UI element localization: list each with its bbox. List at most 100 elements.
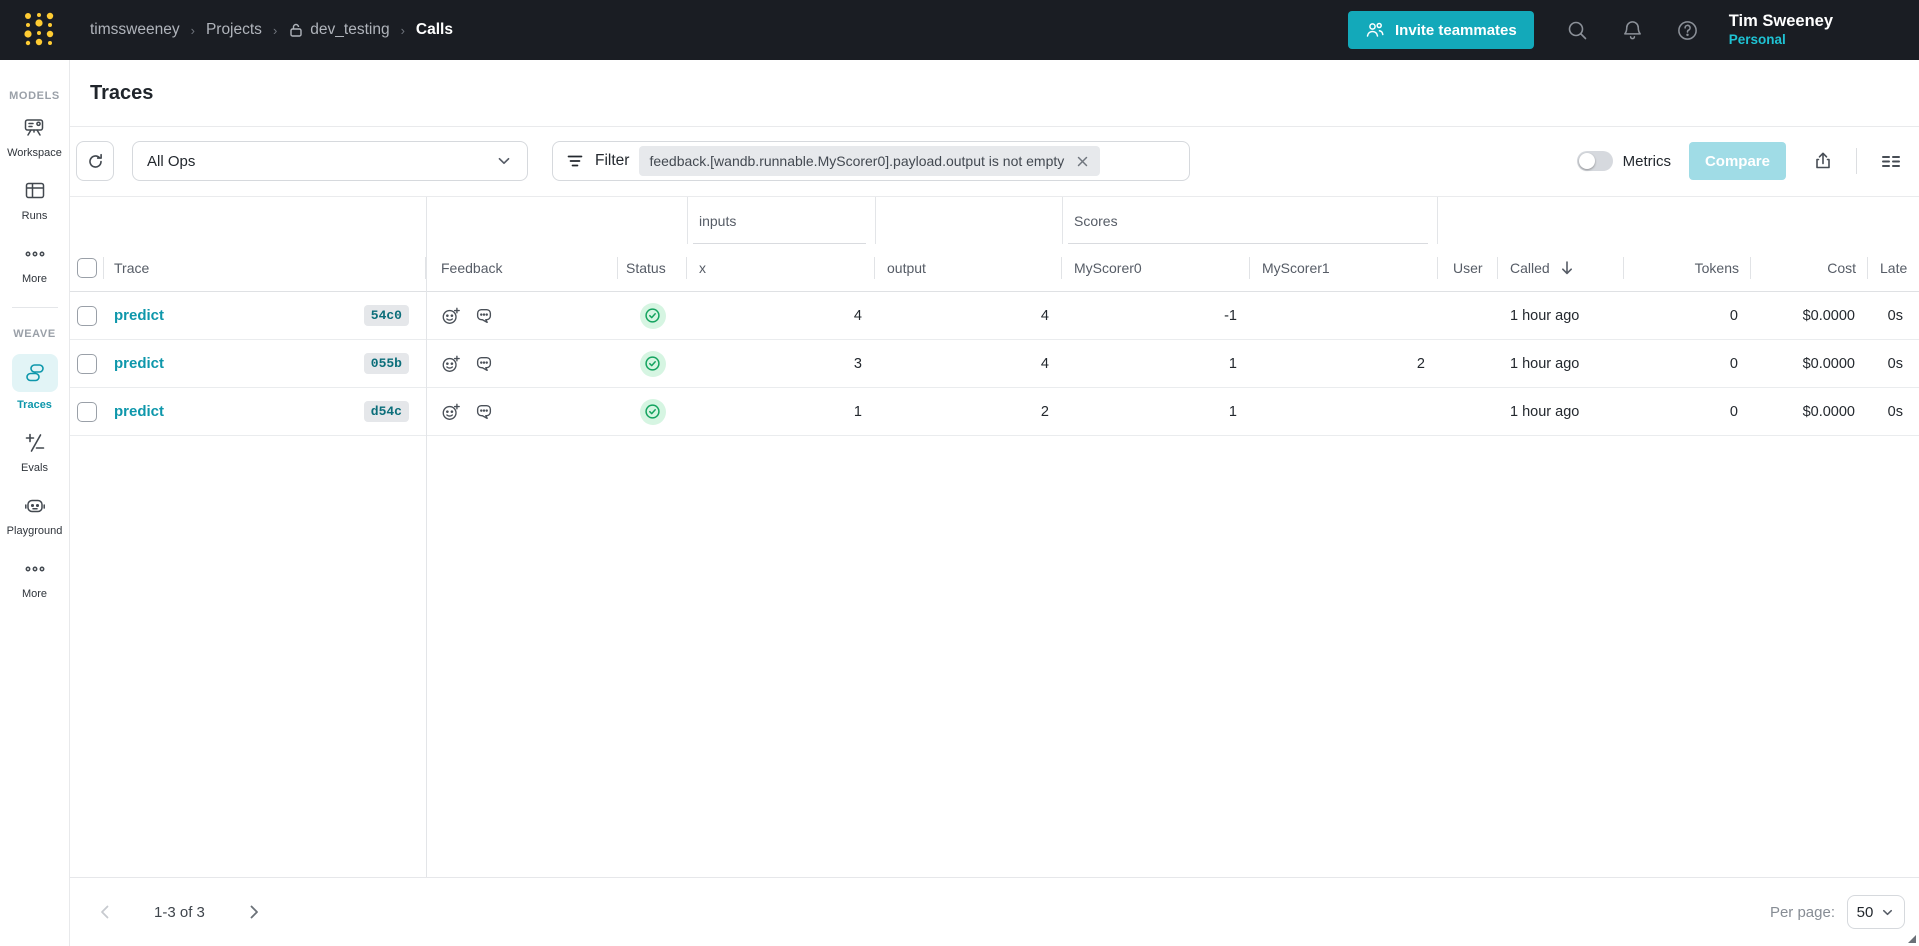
cell-latency: 0s [1887,403,1903,420]
user-avatar[interactable] [1849,8,1893,52]
people-icon [1366,22,1384,37]
next-page-icon[interactable] [243,901,265,923]
workspace-icon [25,119,44,136]
refresh-button[interactable] [76,141,114,181]
trace-link[interactable]: predict [114,307,165,324]
breadcrumb-project[interactable]: dev_testing [288,21,390,39]
breadcrumb-current-page[interactable]: Calls [415,21,453,38]
pinned-column-divider [426,197,427,877]
column-header-myscorer1[interactable]: MyScorer1 [1250,244,1438,291]
resize-handle[interactable] [1908,935,1916,943]
table-footer: 1-3 of 3 Per page: 50 [70,877,1919,946]
row-checkbox[interactable] [77,401,97,422]
sidebar-item-runs[interactable]: Runs [22,179,47,222]
breadcrumb-separator: › [400,22,405,38]
column-header-feedback[interactable]: Feedback [426,244,618,291]
chevron-down-icon [1883,909,1893,915]
manage-columns-icon[interactable] [1879,149,1903,173]
filter-chip-text: feedback.[wandb.runnable.MyScorer0].payl… [649,153,1065,169]
calls-toolbar: All Ops Filter feedback.[wandb.runnable.… [70,127,1919,195]
op-selector-value: All Ops [147,152,196,170]
remove-filter-icon[interactable] [1075,154,1090,169]
comment-icon[interactable] [474,354,494,374]
notifications-bell-icon[interactable] [1621,19,1644,42]
breadcrumb-projects[interactable]: Projects [205,21,262,38]
export-icon[interactable] [1812,150,1834,172]
runs-table-icon [25,182,44,199]
trace-link[interactable]: predict [114,355,165,372]
column-header-latency[interactable]: Late [1880,259,1908,276]
left-sidebar: MODELS Workspace Runs More WEAVE Traces … [0,60,70,946]
filter-chip[interactable]: feedback.[wandb.runnable.MyScorer0].payl… [639,146,1101,176]
status-success-icon [639,350,666,377]
filter-label: Filter [595,152,630,169]
toolbar-divider [1856,148,1857,174]
sidebar-item-workspace[interactable]: Workspace [7,116,62,159]
trace-link[interactable]: predict [114,403,165,420]
group-header-inputs: inputs [687,197,875,244]
per-page-select[interactable]: 50 [1847,895,1905,929]
breadcrumb-account[interactable]: timssweeney [90,21,180,38]
call-id-badge: 54c0 [363,305,409,326]
more-dots-icon [25,251,44,257]
table-group-header-row: inputs Scores [70,197,1919,244]
column-header-status[interactable]: Status [618,244,687,291]
add-reaction-icon[interactable] [441,402,461,422]
sidebar-weave-header: WEAVE [13,328,56,340]
cell-cost: $0.0000 [1802,355,1855,372]
op-selector-dropdown[interactable]: All Ops [132,141,528,181]
compare-button[interactable]: Compare [1688,142,1786,180]
column-header-user[interactable]: User [1438,244,1498,291]
row-checkbox[interactable] [77,305,97,326]
user-menu[interactable]: Tim Sweeney Personal [1729,12,1833,48]
row-user-avatar [1455,351,1481,377]
cell-tokens: 0 [1729,403,1738,420]
column-header-trace[interactable]: Trace [104,244,426,291]
column-header-tokens[interactable]: Tokens [1624,244,1751,291]
cell-myscorer1 [1250,292,1438,339]
per-page-label: Per page: [1769,903,1835,921]
previous-page-icon[interactable] [94,901,116,923]
column-header-cost[interactable]: Cost [1751,244,1868,291]
column-header-output[interactable]: output [875,244,1062,291]
help-icon[interactable] [1676,19,1699,42]
sidebar-item-models-more[interactable]: More [22,242,47,285]
breadcrumb-separator: › [190,22,195,38]
comment-icon[interactable] [474,306,494,326]
comment-icon[interactable] [474,402,494,422]
row-checkbox[interactable] [77,353,97,374]
sidebar-item-traces[interactable]: Traces [11,354,58,411]
invite-teammates-button[interactable]: Invite teammates [1348,11,1534,49]
column-header-myscorer0[interactable]: MyScorer0 [1062,244,1250,291]
sidebar-item-evals[interactable]: Evals [21,431,48,474]
cell-tokens: 0 [1729,307,1738,324]
metrics-toggle[interactable] [1576,151,1613,171]
cell-called: 1 hour ago [1510,355,1580,372]
top-navbar: timssweeney › Projects › dev_testing › C… [0,0,1919,60]
column-header-called[interactable]: Called [1498,244,1624,291]
traces-icon [25,364,44,382]
table-header-row: Trace Feedback Status x output MyScorer0… [70,244,1919,292]
cell-cost: $0.0000 [1802,307,1855,324]
sidebar-item-weave-more[interactable]: More [22,557,47,600]
sort-desc-icon [1561,260,1572,274]
search-icon[interactable] [1566,19,1589,42]
lock-icon [290,23,302,37]
column-header-x[interactable]: x [687,244,875,291]
playground-robot-icon [24,499,45,513]
add-reaction-icon[interactable] [441,354,461,374]
cell-myscorer1 [1250,388,1438,435]
sidebar-item-playground[interactable]: Playground [7,494,62,537]
user-plan-badge: Personal [1728,31,1786,47]
user-name: Tim Sweeney [1728,12,1833,30]
cell-cost: $0.0000 [1802,403,1855,420]
breadcrumb: timssweeney › Projects › dev_testing › C… [90,21,453,39]
add-reaction-icon[interactable] [441,306,461,326]
wandb-logo-icon[interactable] [22,10,56,50]
select-all-checkbox[interactable] [77,257,97,278]
breadcrumb-separator: › [272,22,278,38]
cell-myscorer0: -1 [1224,307,1237,324]
pagination-range: 1-3 of 3 [154,903,205,921]
cell-output: 4 [1040,307,1049,324]
filter-bar[interactable]: Filter feedback.[wandb.runnable.MyScorer… [552,141,1190,181]
